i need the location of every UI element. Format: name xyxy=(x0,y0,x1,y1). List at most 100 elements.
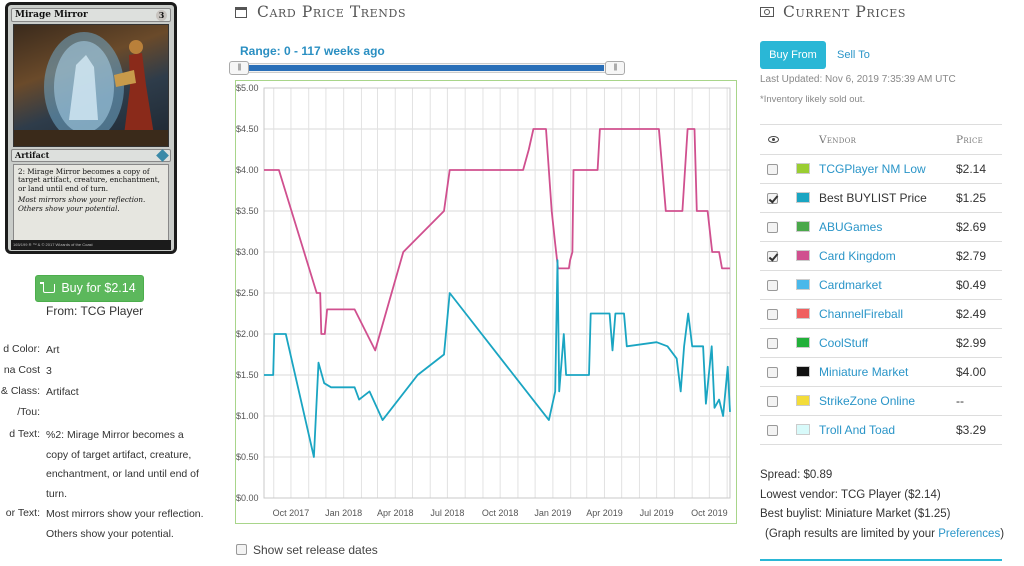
vendor-row: TCGPlayer NM Low $2.14 xyxy=(760,155,1002,184)
x-tick-label: Apr 2018 xyxy=(377,508,414,518)
plot-area-border xyxy=(263,87,731,499)
x-tick-label: Apr 2019 xyxy=(586,508,623,518)
vendor-name[interactable]: Card Kingdom xyxy=(819,249,896,263)
card-art xyxy=(13,24,169,147)
vendor-checkbox[interactable] xyxy=(767,367,778,378)
buy-button[interactable]: Buy for $2.14 xyxy=(35,275,144,302)
vendor-name[interactable]: StrikeZone Online xyxy=(819,394,916,408)
preferences-link[interactable]: Preferences xyxy=(938,527,1001,540)
vendor-row: Card Kingdom $2.79 xyxy=(760,242,1002,271)
card-rules-text: 2: Mirage Mirror becomes a copy of targe… xyxy=(18,167,160,193)
card-title-bar: Mirage Mirror 3 xyxy=(11,8,171,22)
show-release-dates[interactable]: Show set release dates xyxy=(236,543,378,557)
card-art-illustration xyxy=(14,32,168,146)
set-symbol-icon xyxy=(156,149,169,162)
chart-frame xyxy=(235,80,737,524)
vendor-checkbox[interactable] xyxy=(767,164,778,175)
vendor-price: $4.00 xyxy=(956,365,987,379)
vendor-name[interactable]: ABUGames xyxy=(819,220,883,234)
vendor-checkbox[interactable] xyxy=(767,309,778,320)
card-text-box: 2: Mirage Mirror becomes a copy of targe… xyxy=(13,164,169,242)
card-image[interactable]: Mirage Mirror 3 Artifact 2: Mirage Mirro… xyxy=(5,2,177,254)
card-type-bar: Artifact xyxy=(11,149,171,162)
x-tick-label: Jan 2019 xyxy=(534,508,571,518)
vendor-checkbox[interactable] xyxy=(767,222,778,233)
vendor-checkbox[interactable] xyxy=(767,338,778,349)
range-label: Range: 0 - 117 weeks ago xyxy=(240,44,385,58)
vendor-row: CoolStuff $2.99 xyxy=(760,329,1002,358)
vendor-rows: TCGPlayer NM Low $2.14 Best BUYLIST Price $… xyxy=(760,155,1002,445)
shopping-cart-icon xyxy=(40,282,56,293)
vendor-checkbox[interactable] xyxy=(767,251,778,262)
current-prices-title: Current Prices xyxy=(783,3,907,21)
y-tick-label: $5.00 xyxy=(236,83,259,93)
vendor-name[interactable]: Miniature Market xyxy=(819,365,909,379)
x-tick-label: Oct 2019 xyxy=(691,508,728,518)
graph-note: (Graph results are limited by your Prefe… xyxy=(760,525,1004,545)
inventory-note: *Inventory likely sold out. xyxy=(760,94,866,105)
vendor-color-swatch xyxy=(796,337,810,348)
price-column-header: Price xyxy=(956,134,984,146)
card-frame: Mirage Mirror 3 Artifact 2: Mirage Mirro… xyxy=(8,5,174,251)
y-tick-label: $3.00 xyxy=(236,247,259,257)
vendor-color-swatch xyxy=(796,395,810,406)
price-trend-chart[interactable]: $0.00 $0.50 $1.00 $1.50 $2.00 $2.50 $3.00 $3.50… xyxy=(235,80,737,524)
vendor-name[interactable]: CoolStuff xyxy=(819,336,869,350)
vendor-name[interactable]: ChannelFireball xyxy=(819,307,904,321)
show-release-dates-checkbox[interactable] xyxy=(236,544,247,555)
vendor-color-swatch xyxy=(796,221,810,232)
eye-icon[interactable] xyxy=(768,136,779,143)
vendor-name[interactable]: Cardmarket xyxy=(819,278,882,292)
property-label: na Cost xyxy=(3,364,40,376)
vendor-price: $2.69 xyxy=(956,220,987,234)
vendor-checkbox[interactable] xyxy=(767,193,778,204)
vendor-price: $2.79 xyxy=(956,249,987,263)
card-name: Mirage Mirror xyxy=(15,10,88,20)
card-type: Artifact xyxy=(15,150,50,160)
money-icon xyxy=(760,7,774,17)
vendor-checkbox[interactable] xyxy=(767,425,778,436)
property-value: %2: Mirage Mirror becomes a copy of targ… xyxy=(46,429,199,500)
vendor-color-swatch xyxy=(796,424,810,435)
x-tick-label: Jul 2018 xyxy=(430,508,464,518)
vendor-price: $3.29 xyxy=(956,423,987,437)
y-tick-label: $4.50 xyxy=(236,124,259,134)
range-slider-fill[interactable] xyxy=(248,65,604,71)
vendor-row: Best BUYLIST Price $1.25 xyxy=(760,184,1002,213)
vendor-price: $0.49 xyxy=(956,278,987,292)
vendor-name[interactable]: TCGPlayer NM Low xyxy=(819,162,926,176)
buy-button-label: Buy for $2.14 xyxy=(61,281,136,295)
property-label: e & Class: xyxy=(0,385,40,397)
y-tick-label: $4.00 xyxy=(236,165,259,175)
range-slider-left-handle[interactable]: ||| xyxy=(229,61,249,75)
vendor-table: Vendor Price TCGPlayer NM Low $2.14 Best B… xyxy=(760,124,1002,445)
vendor-checkbox[interactable] xyxy=(767,280,778,291)
range-slider-right-handle[interactable]: ||| xyxy=(605,61,625,75)
last-updated: Last Updated: Nov 6, 2019 7:35:39 AM UTC xyxy=(760,74,956,85)
y-tick-label: $0.50 xyxy=(236,452,259,462)
property-value: Most mirrors show your reflection. Other… xyxy=(46,508,204,540)
best-buylist: Best buylist: Miniature Market ($1.25) xyxy=(760,508,951,520)
y-tick-label: $3.50 xyxy=(236,206,259,216)
graph-note-suffix: ) xyxy=(1000,527,1005,540)
vendor-row: ChannelFireball $2.49 xyxy=(760,300,1002,329)
vendor-name[interactable]: Troll And Toad xyxy=(819,423,896,437)
property-value: 3 xyxy=(46,365,52,377)
tab-buy-from[interactable]: Buy From xyxy=(760,41,826,69)
x-tick-label: Jul 2019 xyxy=(640,508,674,518)
vendor-price: $2.49 xyxy=(956,307,987,321)
card-cost-symbol: 3 xyxy=(156,10,167,21)
spread: Spread: $0.89 xyxy=(760,469,833,481)
x-tick-label: Oct 2017 xyxy=(273,508,310,518)
series-line xyxy=(264,259,731,458)
vendor-price: $1.25 xyxy=(956,191,987,205)
tab-sell-to[interactable]: Sell To xyxy=(837,49,870,61)
vendor-color-swatch xyxy=(796,192,810,203)
price-trends-heading: Card Price Trends xyxy=(235,3,406,21)
property-label: /Tou: xyxy=(17,406,40,418)
vendor-checkbox[interactable] xyxy=(767,396,778,407)
buy-from-label: From: TCG Player xyxy=(46,304,144,318)
y-tick-label: $1.00 xyxy=(236,411,259,421)
property-value: Artifact xyxy=(46,386,79,398)
vendor-color-swatch xyxy=(796,250,810,261)
